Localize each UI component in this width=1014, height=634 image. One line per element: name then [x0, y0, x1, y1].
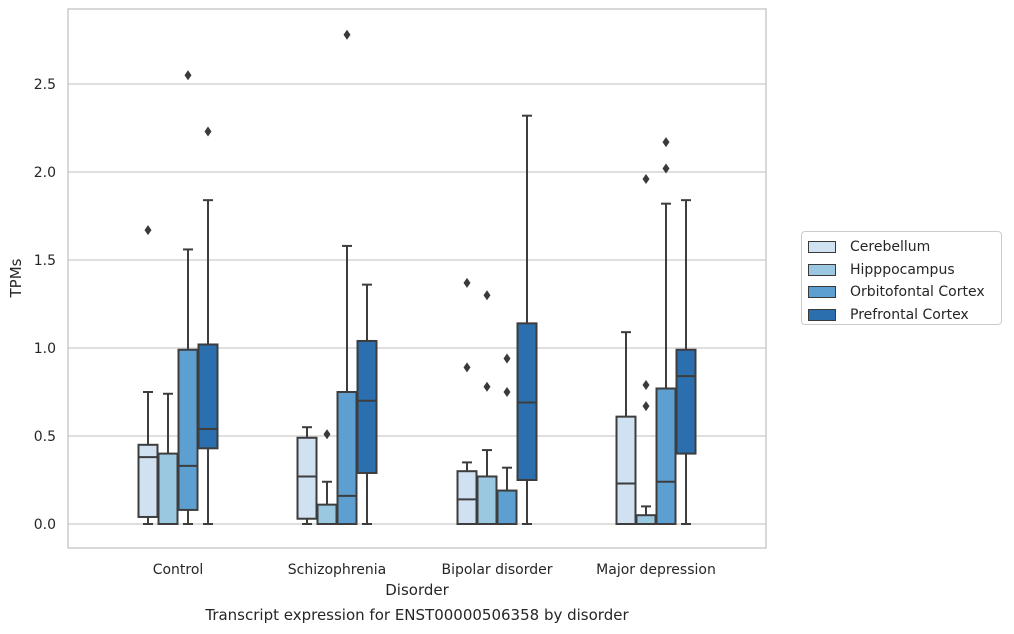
legend-item: Prefrontal Cortex	[808, 304, 1001, 327]
box-hipppocampus	[316, 429, 338, 526]
box-prefrontal-cortex	[197, 126, 219, 525]
box-iqr	[177, 348, 199, 511]
outlier-point	[642, 379, 650, 390]
box-iqr	[157, 452, 179, 526]
box-iqr	[496, 489, 518, 525]
box-iqr	[635, 514, 657, 526]
outlier-point	[642, 174, 650, 185]
x-axis-label: Disorder	[385, 581, 449, 599]
y-tick-label: 2.0	[34, 165, 56, 181]
x-tick-label: Schizophrenia	[288, 562, 386, 578]
legend-label: Hipppocampus	[850, 261, 955, 278]
box-hipppocampus	[157, 392, 179, 526]
box-prefrontal-cortex	[356, 283, 378, 525]
legend-item: Cerebellum	[808, 236, 1001, 259]
box-prefrontal-cortex	[675, 199, 697, 525]
box-cerebellum	[456, 277, 478, 526]
chart-caption: Transcript expression for ENST0000050635…	[205, 606, 629, 624]
box-iqr	[675, 348, 697, 455]
legend-label: Prefrontal Cortex	[850, 306, 969, 323]
outlier-point	[463, 277, 471, 288]
y-tick-label: 1.5	[34, 253, 56, 269]
box-cerebellum	[296, 426, 318, 525]
plot-frame	[67, 8, 767, 549]
outlier-point	[343, 29, 351, 40]
box-iqr	[456, 470, 478, 526]
box-iqr	[197, 343, 219, 450]
legend-label: Cerebellum	[850, 239, 931, 256]
outlier-point	[483, 381, 491, 392]
legend-swatch	[808, 286, 836, 299]
y-tick-label: 0.5	[34, 429, 56, 445]
y-axis-label: TPMs	[7, 258, 25, 298]
legend-item: Hipppocampus	[808, 259, 1001, 282]
box-iqr	[655, 387, 677, 526]
legend-label: Orbitofontal Cortex	[850, 284, 985, 301]
box-prefrontal-cortex	[516, 114, 538, 525]
outlier-point	[184, 70, 192, 81]
box-iqr	[356, 339, 378, 474]
chart-legend: Cerebellum Hipppocampus Orbitofontal Corte…	[801, 231, 1002, 325]
box-iqr	[336, 391, 358, 525]
x-tick-label: Bipolar disorder	[441, 562, 552, 578]
x-tick-label: Major depression	[596, 562, 716, 578]
outlier-point	[662, 163, 670, 174]
legend-swatch	[808, 263, 836, 276]
outlier-point	[323, 429, 331, 440]
y-tick-label: 0.0	[34, 517, 56, 533]
outlier-point	[642, 401, 650, 412]
legend-swatch	[808, 241, 836, 254]
box-orbitofontal-cortex	[496, 353, 518, 525]
y-tick-label: 2.5	[34, 77, 56, 93]
box-orbitofontal-cortex	[177, 70, 199, 525]
box-orbitofontal-cortex	[655, 137, 677, 526]
box-plot-marks	[137, 29, 697, 526]
legend-swatch	[808, 308, 836, 321]
box-hipppocampus	[476, 290, 498, 526]
box-iqr	[615, 415, 637, 526]
outlier-point	[463, 362, 471, 373]
box-iqr	[316, 503, 338, 526]
x-tick-label: Control	[153, 562, 204, 578]
box-hipppocampus	[635, 174, 657, 526]
box-iqr	[296, 436, 318, 520]
box-iqr	[137, 443, 159, 518]
outlier-point	[144, 225, 152, 236]
box-cerebellum	[615, 331, 637, 526]
outlier-point	[483, 290, 491, 301]
box-orbitofontal-cortex	[336, 29, 358, 525]
box-iqr	[476, 475, 498, 526]
y-tick-label: 1.0	[34, 341, 56, 357]
outlier-point	[503, 353, 511, 364]
outlier-point	[662, 137, 670, 148]
outlier-point	[503, 387, 511, 397]
legend-item: Orbitofontal Cortex	[808, 281, 1001, 304]
outlier-point	[204, 126, 212, 137]
box-cerebellum	[137, 225, 159, 525]
axis-ticks: 0.0 0.5 1.0 1.5 2.0 2.5 Control Schizophrenia Bi…	[34, 77, 716, 578]
